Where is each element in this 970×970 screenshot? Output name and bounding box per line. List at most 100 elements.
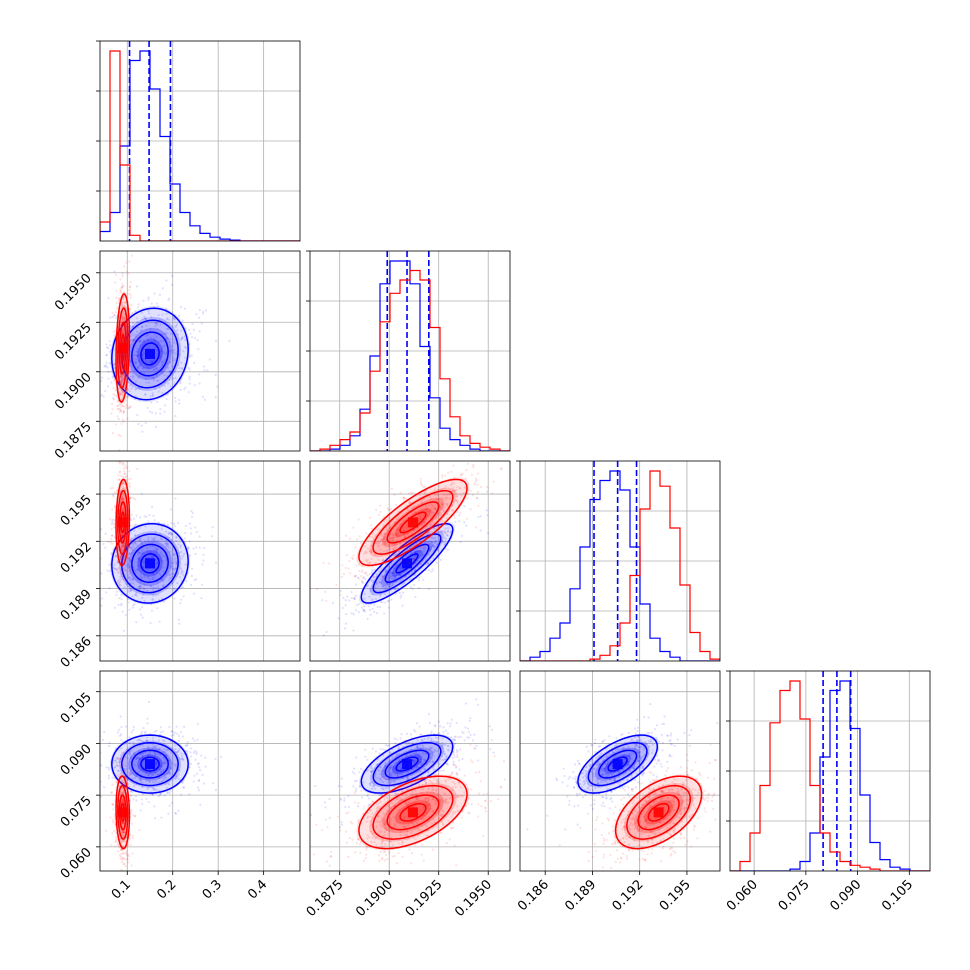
sample-point	[382, 538, 385, 541]
sample-point	[119, 392, 122, 395]
sample-point	[180, 598, 183, 601]
sample-point	[395, 528, 398, 531]
sample-point	[134, 570, 137, 573]
sample-point	[414, 752, 417, 756]
sample-point	[416, 797, 419, 801]
sample-point	[146, 722, 149, 725]
sample-point	[136, 366, 140, 369]
sample-point	[119, 409, 122, 412]
sample-point	[148, 410, 152, 413]
sample-point	[113, 563, 116, 566]
sample-point	[117, 474, 120, 477]
sample-point	[121, 545, 124, 548]
sample-point	[118, 410, 121, 414]
sample-point	[165, 332, 168, 335]
sample-point	[177, 749, 180, 752]
sample-point	[476, 472, 480, 475]
sample-point	[423, 491, 427, 494]
scatter-panel-2-0	[100, 461, 300, 661]
sample-point	[197, 762, 200, 765]
sample-point	[122, 544, 125, 547]
sample-point	[434, 736, 437, 739]
sample-point	[454, 500, 457, 503]
sample-point	[453, 482, 456, 485]
sample-point	[400, 578, 403, 581]
sample-point	[132, 566, 135, 569]
sample-point	[422, 545, 425, 549]
sample-point	[386, 797, 389, 800]
sample-point	[430, 497, 433, 501]
sample-point	[399, 574, 402, 577]
sample-point	[384, 532, 387, 536]
sample-point	[200, 322, 203, 325]
sample-point	[138, 339, 141, 342]
sample-point	[421, 752, 425, 755]
sample-point	[111, 369, 114, 372]
sample-point	[393, 547, 396, 550]
sample-point	[201, 563, 204, 566]
sample-point	[420, 733, 423, 736]
sample-point	[125, 565, 128, 568]
sample-point	[172, 733, 175, 737]
diag-panel-2	[520, 461, 720, 661]
sample-point	[429, 536, 432, 539]
sample-point	[146, 339, 149, 342]
sample-point	[121, 578, 124, 581]
sample-point	[119, 434, 122, 437]
sample-point	[151, 793, 154, 796]
sample-point	[121, 364, 124, 367]
sample-point	[363, 610, 366, 613]
sample-point	[371, 769, 374, 772]
sample-point	[127, 576, 130, 580]
sample-point	[127, 771, 130, 774]
sample-point	[132, 517, 136, 520]
sample-point	[337, 617, 340, 620]
sample-point	[442, 758, 445, 761]
sample-point	[129, 497, 132, 500]
sample-point	[365, 551, 368, 554]
sample-point	[138, 828, 141, 832]
sample-point	[122, 482, 125, 485]
sample-point	[121, 495, 124, 498]
sample-point	[163, 747, 166, 751]
sample-point	[396, 774, 400, 778]
sample-point	[167, 771, 170, 774]
sample-point	[201, 395, 205, 398]
sample-point	[116, 400, 119, 403]
sample-point	[452, 464, 455, 467]
sample-point	[120, 558, 123, 561]
sample-point	[123, 386, 126, 389]
sample-point	[181, 754, 184, 758]
sample-point	[167, 546, 170, 549]
sample-point	[169, 573, 172, 576]
sample-point	[360, 796, 364, 799]
sample-point	[185, 744, 188, 747]
sample-point	[422, 520, 426, 524]
sample-point	[190, 515, 194, 518]
sample-point	[195, 578, 198, 581]
sample-point	[420, 499, 423, 503]
sample-point	[162, 579, 165, 582]
sample-point	[397, 752, 401, 756]
sample-point	[440, 769, 443, 772]
sample-point	[129, 581, 132, 585]
sample-point	[435, 524, 438, 527]
sample-point	[100, 764, 103, 767]
sample-point	[415, 722, 418, 725]
sample-point	[173, 588, 176, 591]
sample-point	[385, 528, 388, 531]
sample-point	[143, 315, 146, 318]
sample-point	[397, 747, 400, 750]
sample-point	[137, 766, 140, 769]
sample-point	[418, 753, 421, 756]
sample-point	[125, 563, 128, 566]
sample-point	[143, 540, 146, 543]
sample-point	[139, 581, 142, 584]
sample-point	[181, 781, 184, 784]
sample-point	[158, 620, 161, 623]
sample-point	[170, 533, 173, 536]
sample-point	[170, 768, 173, 771]
sample-point	[123, 245, 125, 247]
sample-point	[368, 797, 371, 800]
sample-point	[126, 396, 130, 399]
